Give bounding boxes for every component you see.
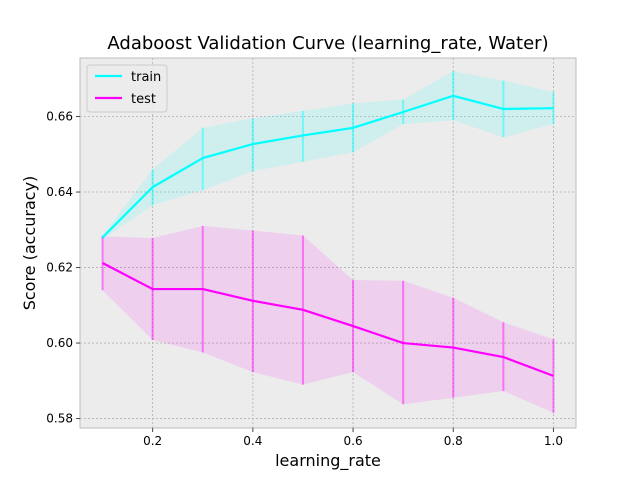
x-tick-label: 0.8 xyxy=(444,434,463,448)
y-tick-label: 0.62 xyxy=(46,261,73,275)
x-tick-label: 0.4 xyxy=(243,434,262,448)
axes: 0.2 0.4 0.6 0.8 1.0 0.58 0.60 0.62 0.64 0.66 xyxy=(46,57,577,448)
series-lines xyxy=(101,94,554,377)
train-line xyxy=(101,94,554,239)
y-tick-label: 0.60 xyxy=(46,336,73,350)
legend: train test xyxy=(86,64,168,113)
x-axis-label: learning_rate xyxy=(275,451,381,471)
legend-label-test: test xyxy=(131,92,156,107)
x-tick-label: 0.2 xyxy=(143,434,162,448)
y-tick-label: 0.64 xyxy=(46,185,73,199)
x-tick-label: 1.0 xyxy=(544,434,563,448)
plot-frame xyxy=(79,57,577,429)
train-band xyxy=(102,71,554,240)
chart-title: Adaboost Validation Curve (learning_rate… xyxy=(107,33,548,54)
confidence-bands xyxy=(102,71,554,413)
test-band xyxy=(102,226,554,413)
y-axis-label: Score (accuracy) xyxy=(20,176,39,311)
test-line xyxy=(102,262,554,377)
grid xyxy=(80,58,576,428)
y-tick-label: 0.66 xyxy=(46,110,73,124)
y-tick-label: 0.58 xyxy=(46,412,73,426)
x-tick-label: 0.6 xyxy=(344,434,363,448)
plot-area xyxy=(80,58,576,428)
legend-label-train: train xyxy=(131,70,161,85)
